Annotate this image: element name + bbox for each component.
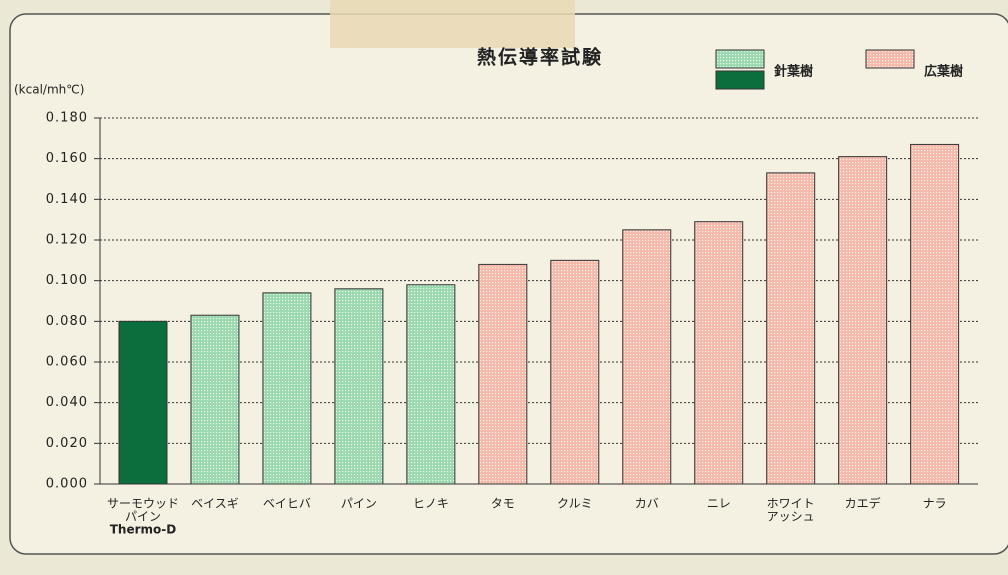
y-tick-label: 0.120: [46, 233, 88, 248]
legend-label: 針葉樹: [774, 64, 813, 80]
y-tick-label: 0.020: [46, 436, 88, 451]
tape: [330, 0, 575, 48]
bar: [766, 172, 816, 485]
x-tick-label: ニレ: [707, 497, 731, 511]
bar: [478, 263, 528, 485]
x-tick-label: ベイヒバ: [263, 497, 311, 511]
y-tick-label: 0.040: [46, 395, 88, 410]
x-tick-label: クルミ: [557, 497, 593, 511]
bar: [838, 156, 888, 485]
legend-swatch: [715, 70, 765, 90]
x-tick-label: カバ: [635, 497, 659, 511]
x-tick-label: パイン: [125, 510, 161, 524]
bar: [406, 284, 456, 485]
y-tick-label: 0.180: [46, 111, 88, 126]
y-tick-label: 0.100: [46, 273, 88, 288]
bar: [334, 288, 384, 485]
x-tick-label: ホワイト: [767, 497, 815, 511]
x-tick-label: タモ: [491, 497, 515, 511]
x-tick-label: ナラ: [923, 497, 947, 511]
bar: [550, 259, 600, 485]
y-tick-label: 0.060: [46, 355, 88, 370]
y-tick-label: 0.140: [46, 192, 88, 207]
bar: [118, 320, 168, 485]
x-tick-label: ベイスギ: [191, 497, 239, 511]
y-tick-label: 0.160: [46, 151, 88, 166]
x-tick-label: カエデ: [845, 496, 881, 511]
legend-label: 広葉樹: [924, 64, 963, 80]
bar: [622, 229, 672, 485]
x-tick-label: Thermo-D: [110, 523, 177, 537]
y-tick-label: 0.080: [46, 314, 88, 329]
x-tick-label: パイン: [341, 497, 377, 511]
legend-swatch: [715, 49, 765, 69]
x-tick-label: ヒノキ: [413, 497, 449, 511]
x-tick-label: サーモウッド: [107, 497, 179, 511]
y-tick-label: 0.000: [46, 477, 88, 492]
bar: [262, 292, 312, 485]
bar: [910, 143, 960, 485]
chart-title: 熱伝導率試験: [477, 46, 603, 69]
bar: [694, 221, 744, 485]
bar: [190, 314, 240, 485]
y-axis-label: (kcal/mh℃): [14, 83, 84, 97]
legend-swatch: [865, 49, 915, 69]
x-tick-label: アッシュ: [767, 510, 815, 524]
